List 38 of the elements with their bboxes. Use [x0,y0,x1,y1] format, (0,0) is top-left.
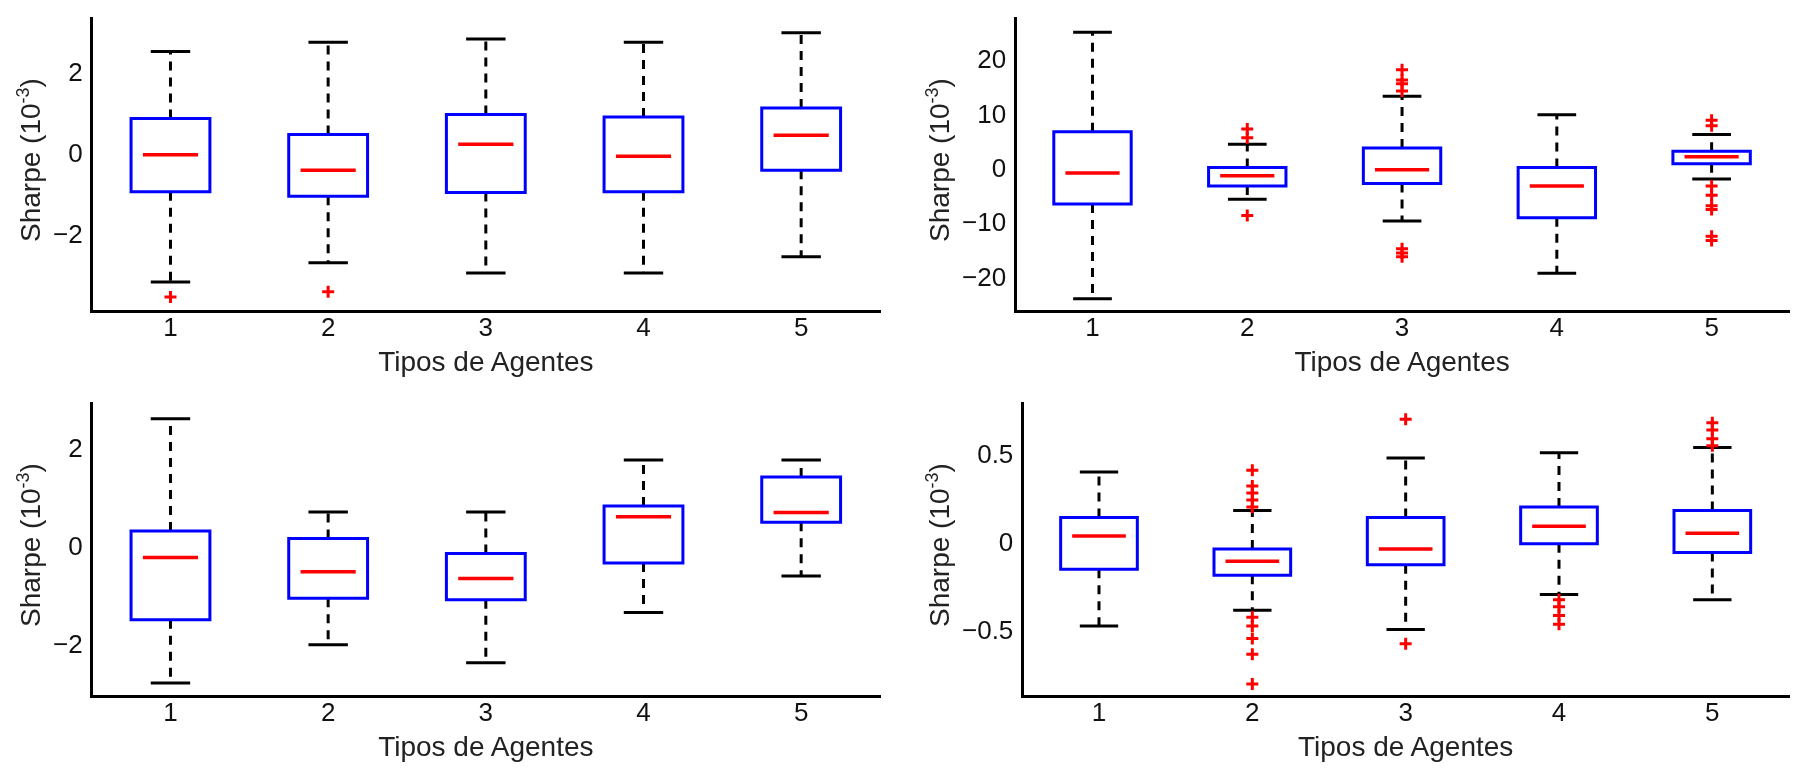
x-tick-label: 1 [163,311,178,342]
x-tick-label: 5 [793,696,809,727]
x-tick-label: 3 [1394,311,1410,342]
x-axis-title: Tipos de Agentes [1297,730,1514,762]
x-tick-label: 4 [636,696,651,727]
x-tick-label: 4 [636,311,651,342]
y-tick-label: 0.5 [977,439,1014,470]
y-tick-label: 0 [991,152,1007,183]
y-tick-label: −0.5 [962,614,1014,645]
y-tick-label: 0 [68,137,83,168]
x-tick-label: 4 [1549,311,1565,342]
y-tick-label: 2 [68,432,83,463]
y-tick-label: 2 [68,56,83,87]
x-tick-label: 3 [478,311,494,342]
x-axis-title: Tipos de Agentes [378,730,594,762]
y-tick-label: −2 [52,628,83,659]
x-tick-label: 4 [1551,696,1567,727]
x-tick-label: 5 [1704,311,1719,342]
x-tick-label: 5 [793,311,809,342]
x-axis-title: Tipos de Agentes [378,345,594,377]
x-tick-label: 2 [320,311,336,342]
y-tick-label: −20 [961,261,1007,292]
x-tick-label: 1 [1091,696,1107,727]
x-tick-label: 3 [1398,696,1413,727]
x-tick-label: 1 [1085,311,1100,342]
y-tick-label: −10 [961,207,1007,238]
x-axis-title: Tipos de Agentes [1294,345,1510,377]
x-tick-label: 2 [1240,311,1255,342]
y-tick-label: 10 [977,98,1007,129]
x-tick-label: 1 [163,696,178,727]
x-tick-label: 2 [320,696,336,727]
y-tick-label: 0 [68,530,83,561]
x-tick-label: 2 [1245,696,1260,727]
y-tick-label: −2 [52,219,83,250]
x-tick-label: 3 [478,696,494,727]
x-tick-label: 5 [1705,696,1720,727]
y-tick-label: 20 [977,44,1007,75]
y-tick-label: 0 [998,526,1014,557]
